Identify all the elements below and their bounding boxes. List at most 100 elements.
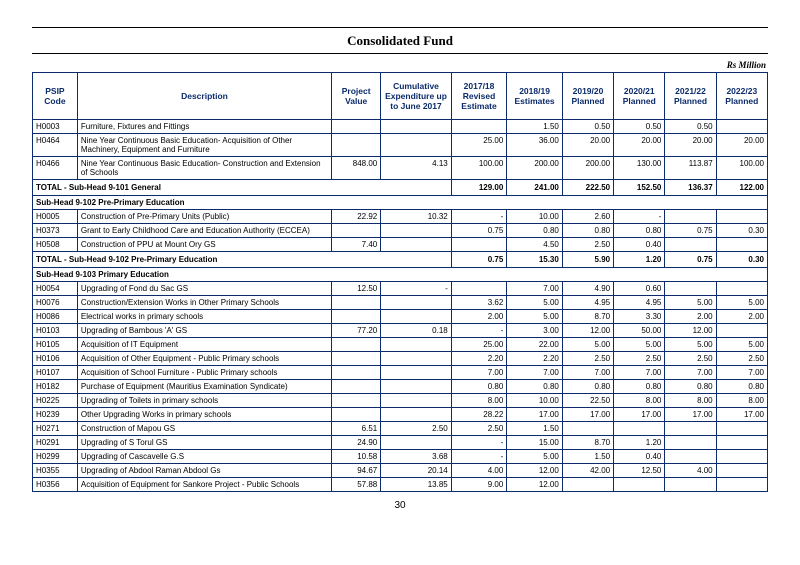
cell-desc: Nine Year Continuous Basic Education- Ac…	[77, 134, 331, 157]
cell-desc: Electrical works in primary schools	[77, 310, 331, 324]
cell-est: 0.75	[451, 224, 507, 238]
cell-est: 2.20	[451, 352, 507, 366]
cell-est: -	[451, 324, 507, 338]
total-est: 0.75	[451, 252, 507, 268]
cell-p20: 8.70	[562, 310, 613, 324]
cell-p21: 0.80	[614, 224, 665, 238]
cell-e19: 7.00	[507, 282, 563, 296]
cell-est: 25.00	[451, 134, 507, 157]
section-row: Sub-Head 9-103 Primary Education	[33, 268, 768, 282]
table-row: H0271Construction of Mapou GS6.512.502.5…	[33, 422, 768, 436]
cell-code: H0076	[33, 296, 78, 310]
table-row: H0106Acquisition of Other Equipment - Pu…	[33, 352, 768, 366]
table-row: H0107Acquisition of School Furniture - P…	[33, 366, 768, 380]
cell-pv	[332, 120, 381, 134]
cell-p21: 1.20	[614, 436, 665, 450]
cell-p21: 0.80	[614, 380, 665, 394]
cell-p21: 0.40	[614, 450, 665, 464]
cell-est: 25.00	[451, 338, 507, 352]
cell-cum: 4.13	[381, 157, 452, 180]
cell-p23	[716, 464, 767, 478]
h-e19: 2018/19 Estimates	[507, 73, 563, 120]
cell-desc: Nine Year Continuous Basic Education- Co…	[77, 157, 331, 180]
cell-code: H0005	[33, 210, 78, 224]
cell-pv: 24.90	[332, 436, 381, 450]
cell-p20: 4.95	[562, 296, 613, 310]
cell-pv: 848.00	[332, 157, 381, 180]
cell-e19: 17.00	[507, 408, 563, 422]
cell-code: H0086	[33, 310, 78, 324]
cell-p22: 0.75	[665, 224, 716, 238]
cell-p22: 20.00	[665, 134, 716, 157]
cell-e19: 5.00	[507, 310, 563, 324]
cell-p21: 130.00	[614, 157, 665, 180]
cell-p22	[665, 210, 716, 224]
table-row: H0373Grant to Early Childhood Care and E…	[33, 224, 768, 238]
cell-est: -	[451, 436, 507, 450]
cell-e19: 200.00	[507, 157, 563, 180]
table-row: H0105Acquisition of IT Equipment25.0022.…	[33, 338, 768, 352]
cell-p21: 2.50	[614, 352, 665, 366]
cell-est: 100.00	[451, 157, 507, 180]
cell-code: H0107	[33, 366, 78, 380]
cell-cum: 0.18	[381, 324, 452, 338]
table-row: H0356Acquisition of Equipment for Sankor…	[33, 478, 768, 492]
cell-est	[451, 120, 507, 134]
cell-desc: Upgrading of S Torul GS	[77, 436, 331, 450]
cell-est	[451, 282, 507, 296]
cell-cum	[381, 366, 452, 380]
cell-est: 8.00	[451, 394, 507, 408]
cell-cum	[381, 394, 452, 408]
cell-p23: 8.00	[716, 394, 767, 408]
cell-p23	[716, 478, 767, 492]
cell-p23: 0.80	[716, 380, 767, 394]
cell-desc: Other Upgrading Works in primary schools	[77, 408, 331, 422]
total-p21: 1.20	[614, 252, 665, 268]
cell-p21: 50.00	[614, 324, 665, 338]
cell-pv: 12.50	[332, 282, 381, 296]
h-p23: 2022/23 Planned	[716, 73, 767, 120]
h-code: PSIP Code	[33, 73, 78, 120]
cell-desc: Purchase of Equipment (Mauritius Examina…	[77, 380, 331, 394]
cell-p22	[665, 450, 716, 464]
cell-p20: 12.00	[562, 324, 613, 338]
cell-e19: 36.00	[507, 134, 563, 157]
cell-e19: 0.80	[507, 224, 563, 238]
cell-p20: 0.80	[562, 380, 613, 394]
cell-p20: 2.50	[562, 352, 613, 366]
cell-cum	[381, 380, 452, 394]
page-number: 30	[32, 492, 768, 511]
cell-cum: 20.14	[381, 464, 452, 478]
cell-p20: 22.50	[562, 394, 613, 408]
table-row: H0076Construction/Extension Works in Oth…	[33, 296, 768, 310]
cell-p23: 17.00	[716, 408, 767, 422]
cell-e19: 4.50	[507, 238, 563, 252]
cell-p23: 5.00	[716, 338, 767, 352]
cell-est: 9.00	[451, 478, 507, 492]
cell-p21: 4.95	[614, 296, 665, 310]
total-p22: 0.75	[665, 252, 716, 268]
cell-est: -	[451, 450, 507, 464]
cell-p20	[562, 422, 613, 436]
cell-desc: Grant to Early Childhood Care and Educat…	[77, 224, 331, 238]
h-est: 2017/18 Revised Estimate	[451, 73, 507, 120]
cell-e19: 0.80	[507, 380, 563, 394]
total-p20: 222.50	[562, 180, 613, 196]
cell-p20: 1.50	[562, 450, 613, 464]
cell-p22: 5.00	[665, 338, 716, 352]
cell-cum	[381, 310, 452, 324]
cell-code: H0299	[33, 450, 78, 464]
table-row: H0086Electrical works in primary schools…	[33, 310, 768, 324]
cell-pv	[332, 310, 381, 324]
h-pv: Project Value	[332, 73, 381, 120]
cell-code: H0271	[33, 422, 78, 436]
cell-cum: 10.32	[381, 210, 452, 224]
cell-code: H0466	[33, 157, 78, 180]
cell-desc: Acquisition of School Furniture - Public…	[77, 366, 331, 380]
cell-desc: Acquisition of Equipment for Sankore Pro…	[77, 478, 331, 492]
cell-cum	[381, 408, 452, 422]
cell-e19: 12.00	[507, 478, 563, 492]
cell-p21: 3.30	[614, 310, 665, 324]
section-label: Sub-Head 9-103 Primary Education	[33, 268, 768, 282]
cell-e19: 7.00	[507, 366, 563, 380]
